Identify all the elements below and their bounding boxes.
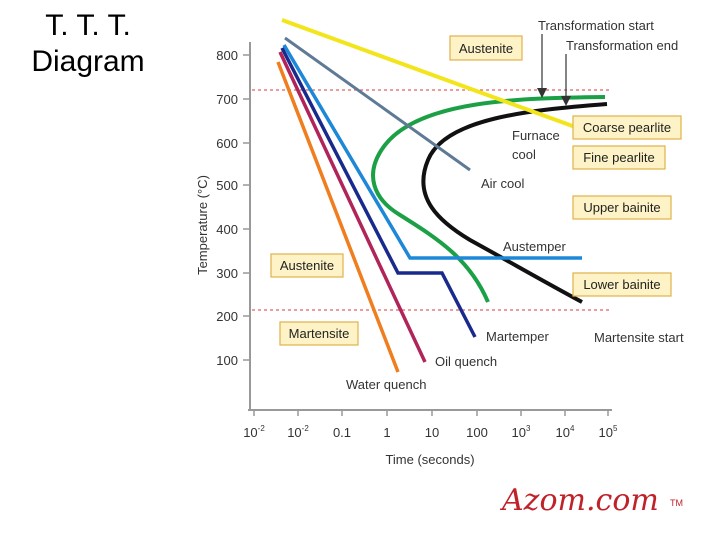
svg-text:Martensite: Martensite [289,326,350,341]
martensite-start-label: Martensite start [594,330,684,345]
transformation-end-label: Transformation end [566,38,678,53]
oil-quench-curve [278,51,427,363]
y-tick-label: 600 [216,136,238,151]
slide-title-line2: Diagram [31,45,145,78]
box-martensite: Martensite [279,321,359,346]
x-tick-label: 10-2 [287,424,309,440]
box-austenite-top: Austenite [449,35,523,61]
box-lower-bainite: Lower bainite [572,272,672,297]
y-tick-label: 200 [216,309,238,324]
x-tick-label: 100 [466,425,488,440]
air-cool-curve [284,36,471,172]
martemper-label: Martemper [486,329,550,344]
y-axis-label: Temperature (°C) [195,175,210,275]
furnace-cool-label: Furnace [512,128,560,143]
water-quench-label: Water quench [346,377,426,392]
y-axis-ticks [243,54,250,361]
x-tick-label: 10 [425,425,439,440]
x-axis-label: Time (seconds) [385,452,474,467]
box-coarse-pearlite: Coarse pearlite [572,115,682,140]
svg-text:Lower bainite: Lower bainite [583,277,660,292]
x-tick-label: 1 [383,425,390,440]
y-tick-label: 300 [216,266,238,281]
svg-text:Upper bainite: Upper bainite [583,200,660,215]
x-tick-label: 10-2 [243,424,265,440]
transformation-end-curve [421,102,608,304]
azom-logo-tm: TM [670,498,683,508]
y-tick-label: 500 [216,178,238,193]
austemper-label: Austemper [503,239,567,254]
x-axis-ticks [253,410,609,416]
furnace-cool-label-line2: cool [512,147,536,162]
transformation-start-label: Transformation start [538,18,654,33]
furnace-cool-curve [281,18,579,130]
x-tick-label: 104 [556,424,575,440]
y-tick-label: 100 [216,353,238,368]
x-tick-label: 105 [599,424,618,440]
arrow-transformation-end [561,54,571,106]
y-tick-label: 700 [216,92,238,107]
box-upper-bainite: Upper bainite [572,195,672,220]
svg-text:Austenite: Austenite [280,258,334,273]
x-tick-label: 103 [512,424,531,440]
arrow-transformation-start [537,34,547,98]
azom-logo: Azom.com TM [500,483,683,518]
air-cool-label: Air cool [481,176,524,191]
y-tick-label: 800 [216,48,238,63]
y-tick-label: 400 [216,222,238,237]
martemper-curve [280,47,477,338]
svg-text:Fine pearlite: Fine pearlite [583,150,655,165]
slide-title: T. T. T. Diagram [8,8,168,80]
austemper-curve [282,44,582,260]
oil-quench-label: Oil quench [435,354,497,369]
water-quench-curve [276,61,400,373]
box-austenite-left: Austenite [270,253,344,278]
svg-text:Austenite: Austenite [459,41,513,56]
slide-title-line1: T. T. T. [45,9,131,42]
azom-logo-text: Azom.com [500,483,659,518]
x-tick-label: 0.1 [333,425,351,440]
box-fine-pearlite: Fine pearlite [572,145,666,170]
svg-text:Coarse pearlite: Coarse pearlite [583,120,671,135]
